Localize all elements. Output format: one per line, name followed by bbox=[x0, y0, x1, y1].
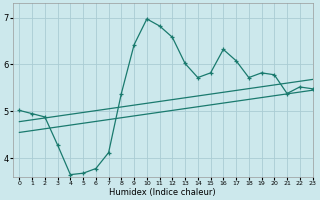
X-axis label: Humidex (Indice chaleur): Humidex (Indice chaleur) bbox=[109, 188, 216, 197]
